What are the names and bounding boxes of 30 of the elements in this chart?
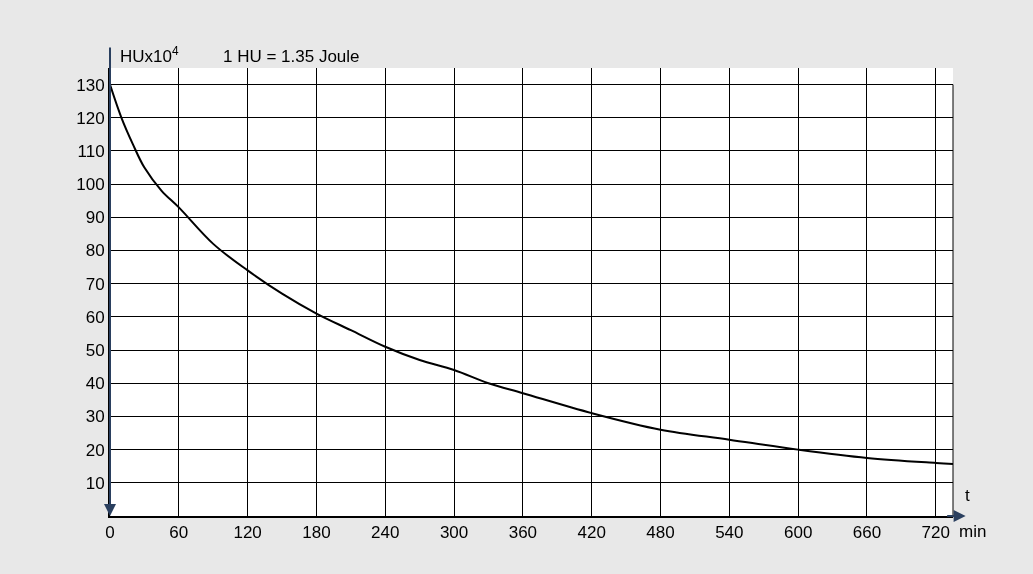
y-tick-label: 120	[76, 108, 105, 128]
x-tick-label: 240	[371, 523, 400, 543]
x-tick-label: 0	[105, 523, 115, 543]
y-tick-label: 80	[85, 241, 105, 261]
x-tick-label: 480	[646, 523, 675, 543]
x-tick-label: 300	[439, 523, 469, 543]
y-tick-label: 60	[85, 307, 105, 327]
x-tick-label: 180	[302, 523, 331, 543]
x-tick-label: 660	[852, 523, 882, 543]
y-tick-label: 10	[85, 473, 105, 493]
x-tick-label: 60	[169, 523, 189, 543]
x-tick-label: 720	[921, 523, 950, 543]
text: t	[965, 486, 970, 505]
y-tick-label: 90	[85, 208, 105, 228]
y-tick-label: 30	[85, 407, 105, 427]
x-tick-label: 420	[577, 523, 606, 543]
x-axis-title: min	[959, 522, 987, 541]
y-tick-label: 40	[85, 374, 105, 394]
y-tick-label: 110	[77, 141, 105, 161]
x-tick-label: 360	[508, 523, 538, 543]
text: 1 HU = 1.35 Joule	[223, 47, 360, 66]
y-tick-label: 100	[76, 175, 105, 195]
y-tick-label: 20	[85, 440, 105, 460]
x-tick-label: 540	[715, 523, 744, 543]
x-tick-label: 600	[783, 523, 813, 543]
y-tick-label: 130	[76, 75, 105, 95]
y-axis-title: HUx10$^{4}$	[120, 44, 179, 67]
y-tick-label: 70	[85, 274, 105, 294]
y-tick-label: 50	[85, 341, 105, 361]
x-tick-label: 120	[233, 523, 262, 543]
